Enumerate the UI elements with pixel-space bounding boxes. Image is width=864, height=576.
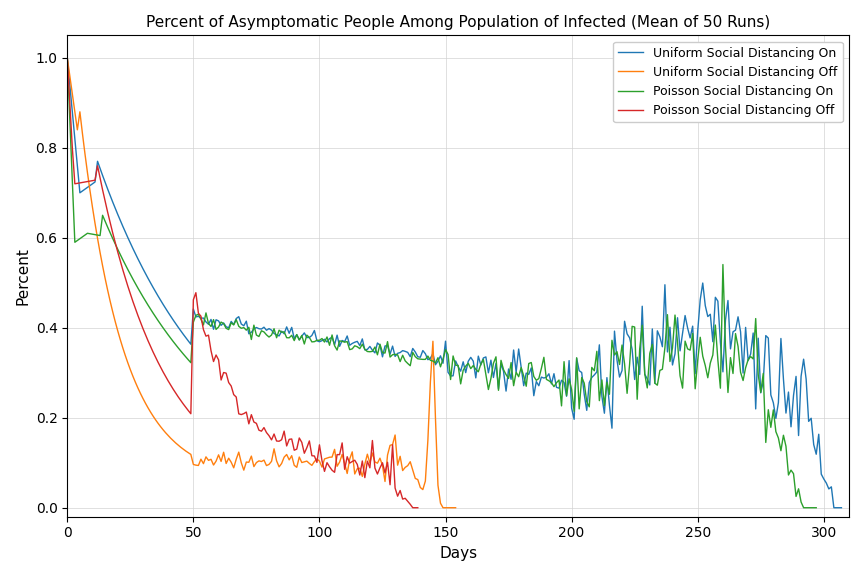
Uniform Social Distancing On [829,504,839,511]
Line: Uniform Social Distancing Off: Uniform Social Distancing Off [67,58,455,507]
Uniform Social Distancing Off [441,504,451,511]
Uniform Social Distancing Off [249,463,259,470]
Poisson Social Distancing On [778,432,789,439]
Uniform Social Distancing Off [450,504,461,511]
Line: Poisson Social Distancing On: Poisson Social Distancing On [67,58,816,507]
Uniform Social Distancing On [836,504,847,511]
Poisson Social Distancing Off [410,504,421,511]
Uniform Social Distancing On [710,294,721,301]
Line: Uniform Social Distancing On: Uniform Social Distancing On [67,58,842,507]
Poisson Social Distancing On [473,368,484,375]
Poisson Social Distancing Off [98,187,108,194]
Poisson Social Distancing Off [125,290,136,297]
Uniform Social Distancing Off [438,504,448,511]
Uniform Social Distancing On [304,334,314,341]
Poisson Social Distancing On [62,54,73,61]
Poisson Social Distancing Off [82,178,92,185]
Uniform Social Distancing Off [408,467,418,473]
Title: Percent of Asymptomatic People Among Population of Infected (Mean of 50 Runs): Percent of Asymptomatic People Among Pop… [146,15,771,30]
Uniform Social Distancing On [521,370,531,377]
X-axis label: Days: Days [439,546,477,561]
Uniform Social Distancing On [579,391,589,398]
Poisson Social Distancing On [746,353,756,360]
Uniform Social Distancing Off [62,54,73,61]
Uniform Social Distancing On [254,325,264,332]
Uniform Social Distancing Off [413,476,423,483]
Poisson Social Distancing Off [74,180,85,187]
Poisson Social Distancing Off [62,54,73,61]
Line: Poisson Social Distancing Off: Poisson Social Distancing Off [67,58,418,507]
Uniform Social Distancing Off [332,463,342,470]
Poisson Social Distancing Off [236,411,246,418]
Poisson Social Distancing On [296,332,307,339]
Uniform Social Distancing On [546,380,556,387]
Y-axis label: Percent: Percent [15,247,30,305]
Poisson Social Distancing On [329,342,340,349]
Uniform Social Distancing Off [387,441,397,448]
Poisson Social Distancing On [294,336,304,343]
Poisson Social Distancing Off [408,504,418,511]
Legend: Uniform Social Distancing On, Uniform Social Distancing Off, Poisson Social Dist: Uniform Social Distancing On, Uniform So… [613,41,842,122]
Poisson Social Distancing Off [413,504,423,511]
Uniform Social Distancing On [62,54,73,61]
Poisson Social Distancing On [798,504,809,511]
Poisson Social Distancing On [811,504,822,511]
